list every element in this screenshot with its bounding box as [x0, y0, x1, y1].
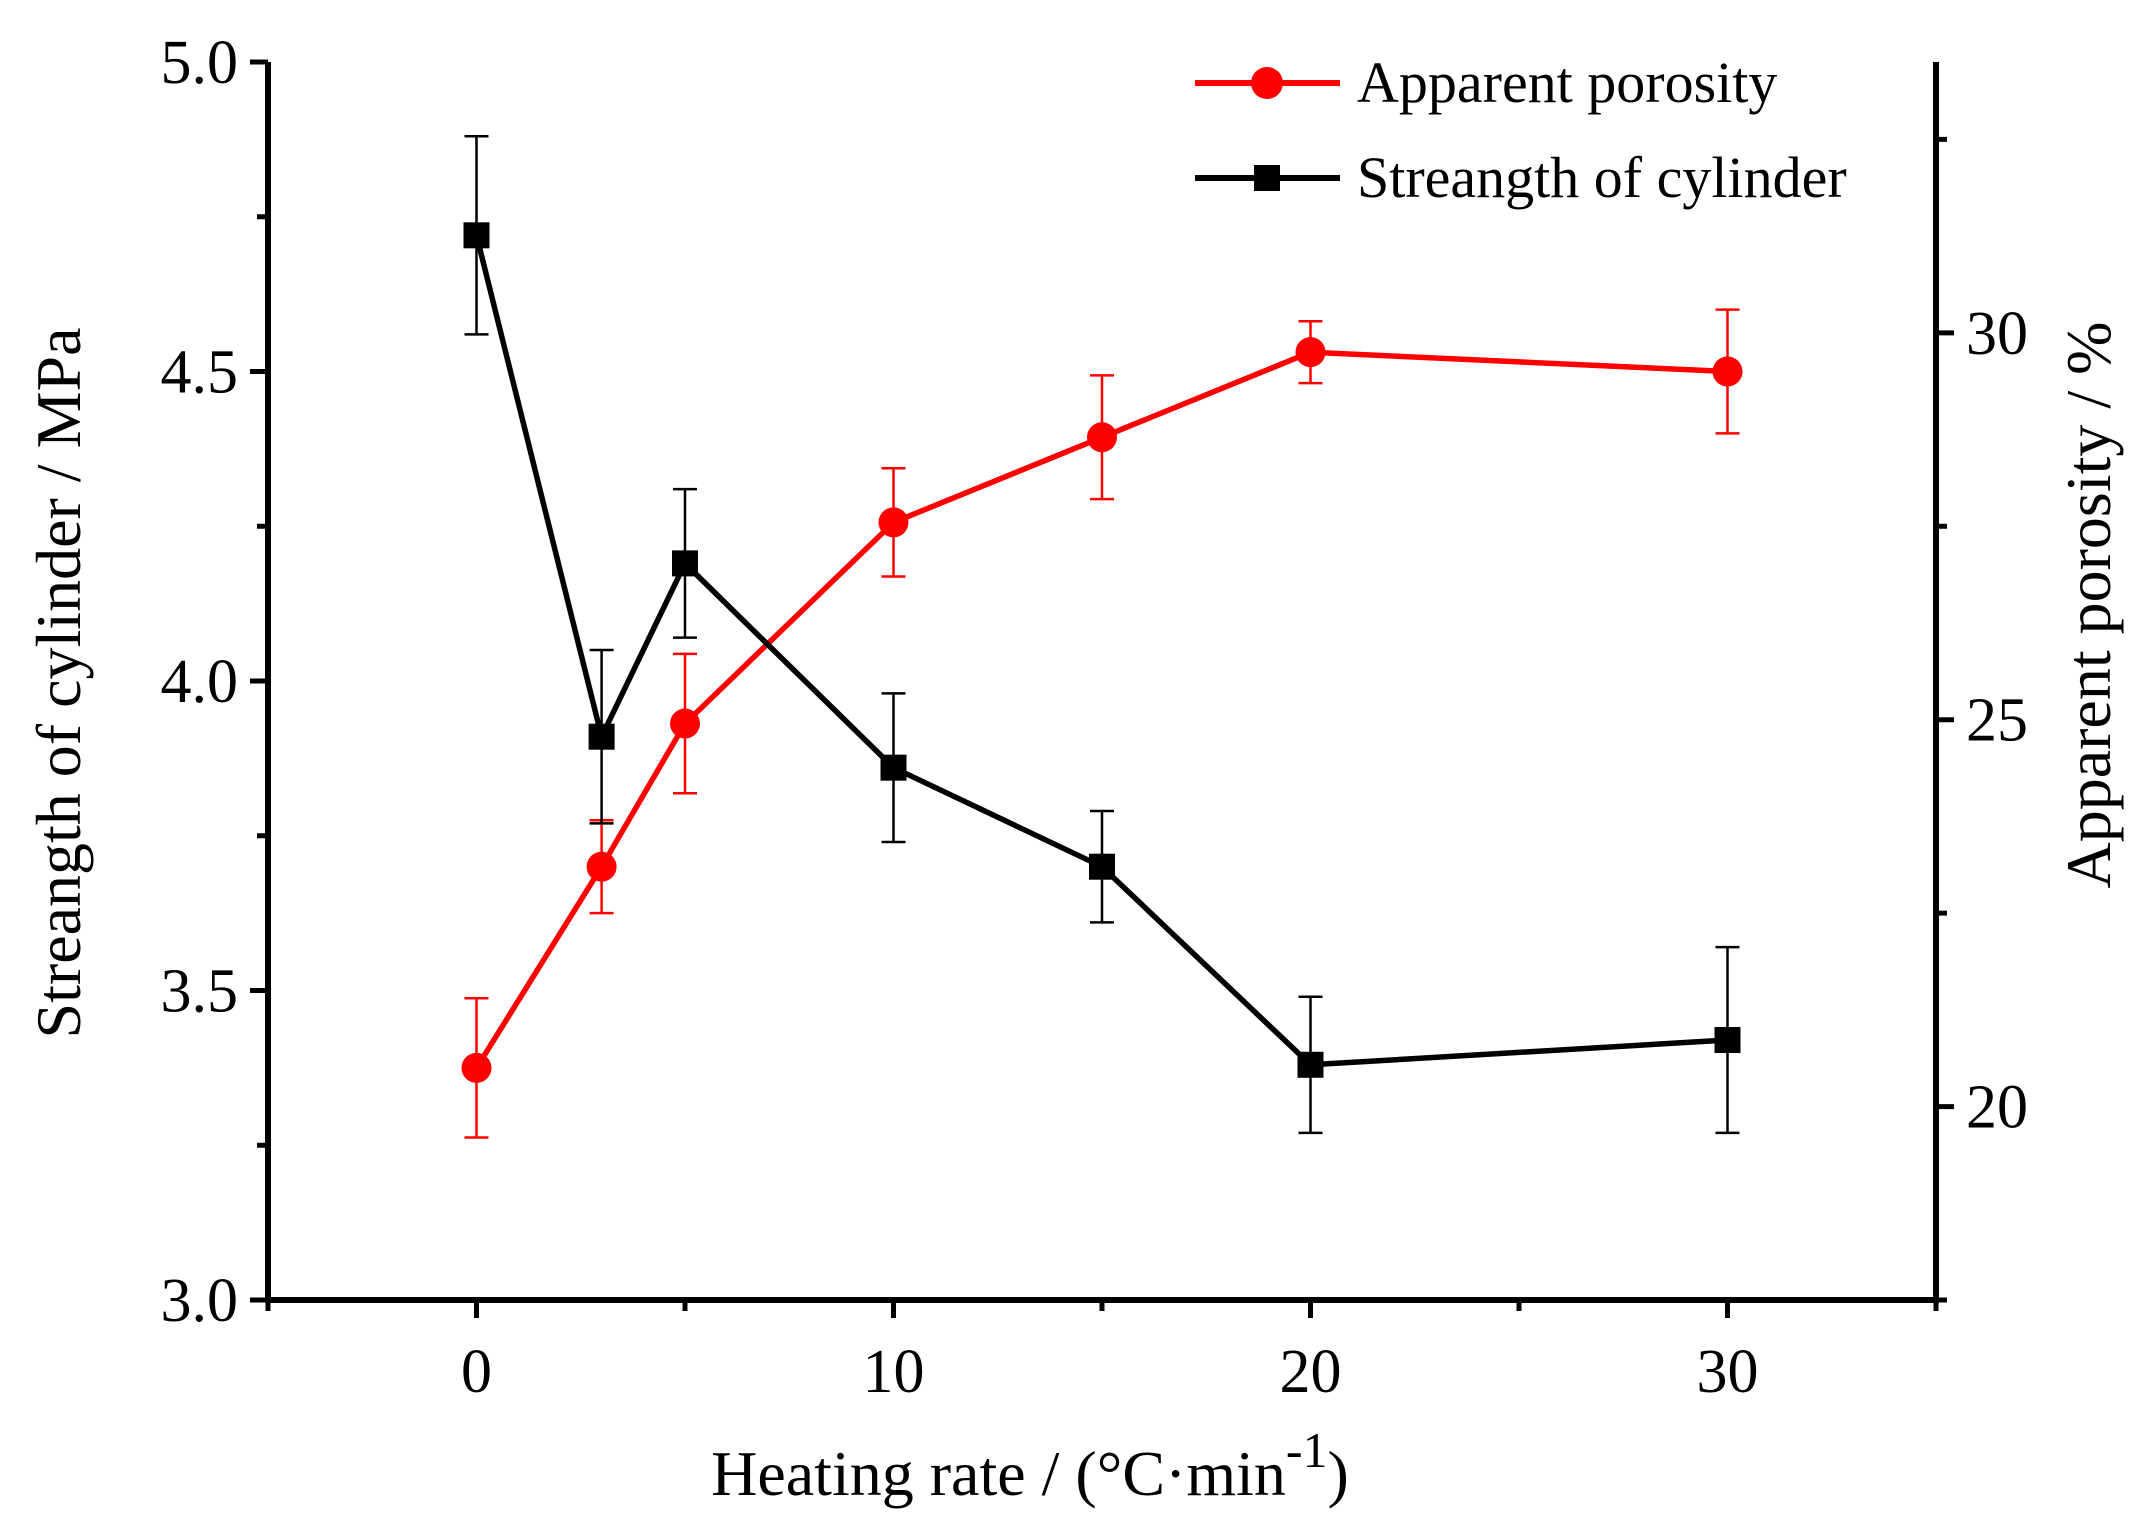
x-tick-label-30: 30 — [1697, 1338, 1759, 1406]
point-strength-5 — [1297, 1051, 1324, 1078]
point-strength-2 — [672, 550, 698, 577]
point-porosity-1 — [586, 851, 617, 882]
point-strength-3 — [880, 754, 907, 781]
y-left-tick-label-4.5: 4.5 — [161, 339, 239, 407]
legend-marker-porosity — [1251, 67, 1283, 99]
y-right-tick-label-25: 25 — [1966, 687, 2028, 755]
series-layer — [461, 135, 1743, 1139]
series-strength — [463, 135, 1741, 1135]
legend: Apparent porosity Streangth of cylinder — [1195, 50, 1847, 210]
x-tick-label-10: 10 — [863, 1338, 925, 1406]
point-porosity-0 — [461, 1052, 492, 1083]
y-left-tick-label-3.0: 3.0 — [161, 1267, 239, 1335]
y-axis-right-title: Apparent porosity / % — [2053, 322, 2124, 889]
point-strength-4 — [1089, 853, 1115, 880]
point-porosity-6 — [1712, 356, 1743, 387]
axis-ticks: 0 10 20 30 3.0 3.5 4.0 4.5 5.0 20 25 30 — [161, 29, 2029, 1406]
series-line-strength — [473, 234, 1728, 1068]
point-strength-1 — [588, 723, 615, 750]
point-strength-0 — [463, 222, 490, 249]
point-porosity-2 — [670, 708, 700, 739]
x-axis-title-sup: -1 — [1286, 1422, 1328, 1478]
y-left-tick-label-5.0: 5.0 — [161, 29, 239, 97]
x-tick-label-20: 20 — [1280, 1338, 1342, 1406]
legend-label-porosity: Apparent porosity — [1357, 50, 1777, 115]
y-right-tick-label-30: 30 — [1966, 300, 2028, 368]
x-axis-title-main: Heating rate / (°C·min — [711, 1438, 1286, 1509]
series-porosity — [461, 308, 1743, 1139]
point-porosity-5 — [1295, 337, 1326, 368]
x-axis-title: Heating rate / (°C·min-1) — [711, 1422, 1349, 1509]
point-strength-6 — [1714, 1027, 1741, 1054]
y-axis-left-title: Streangth of cylinder / MPa — [23, 328, 94, 1039]
x-tick-label-0: 0 — [461, 1338, 492, 1406]
y-right-tick-label-20: 20 — [1966, 1074, 2028, 1142]
y-left-tick-label-3.5: 3.5 — [161, 958, 239, 1026]
legend-marker-strength — [1254, 165, 1280, 191]
point-porosity-4 — [1087, 422, 1117, 453]
y-left-tick-label-4.0: 4.0 — [161, 648, 239, 716]
legend-label-strength: Streangth of cylinder — [1357, 145, 1847, 210]
point-porosity-3 — [878, 507, 909, 538]
plot-frame — [265, 62, 1939, 1303]
x-axis-title-close: ) — [1328, 1438, 1349, 1509]
